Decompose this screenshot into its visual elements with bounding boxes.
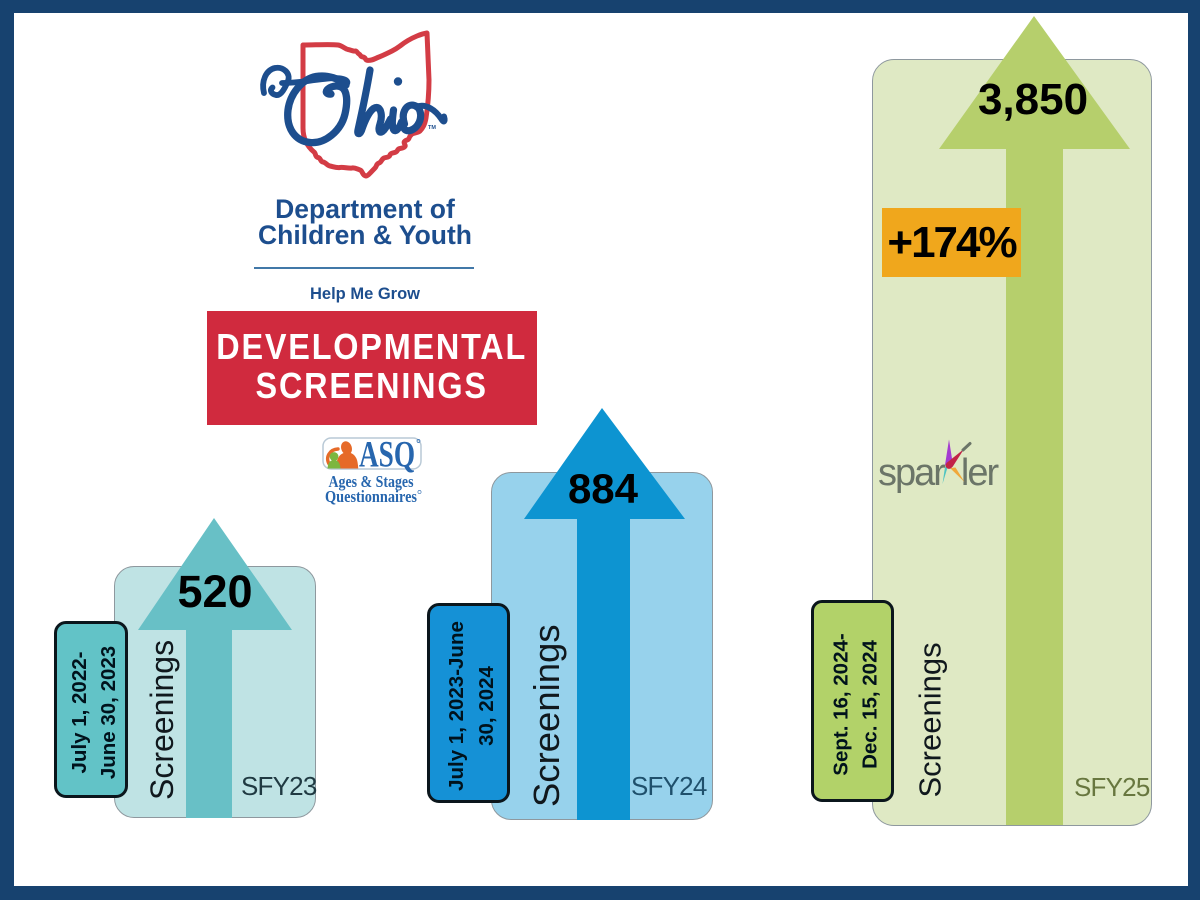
svg-text:TM: TM <box>428 125 436 131</box>
svg-text:Ages & Stages: Ages & Stages <box>329 472 414 491</box>
svg-text:Questionnaires: Questionnaires <box>325 487 417 506</box>
svg-text:ASQ: ASQ <box>359 435 415 476</box>
